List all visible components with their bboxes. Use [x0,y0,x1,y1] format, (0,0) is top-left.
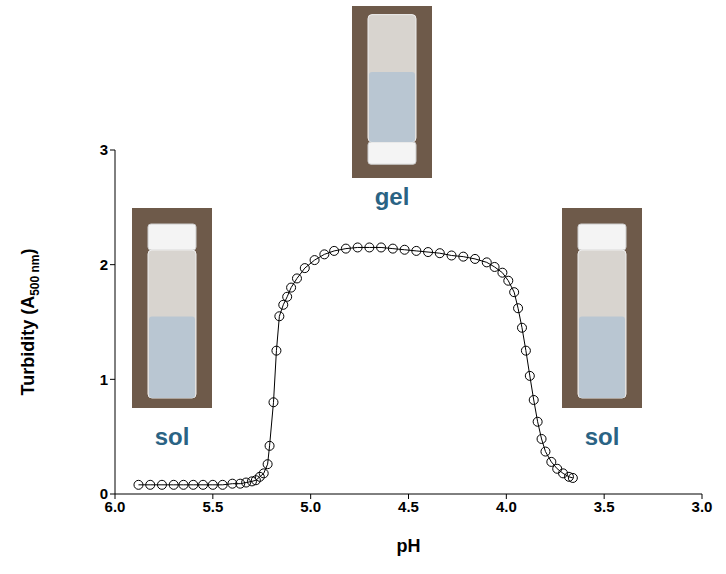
svg-text:4.0: 4.0 [496,498,517,515]
svg-text:sol: sol [155,423,190,450]
svg-text:4.5: 4.5 [398,498,419,515]
svg-text:3.5: 3.5 [594,498,615,515]
svg-text:gel: gel [375,183,410,210]
svg-text:5.0: 5.0 [300,498,321,515]
svg-text:5.5: 5.5 [202,498,223,515]
svg-text:2: 2 [100,256,108,273]
svg-text:sol: sol [585,423,620,450]
svg-text:3.0: 3.0 [692,498,713,515]
svg-text:pH: pH [397,536,421,556]
svg-text:6.0: 6.0 [104,497,126,515]
svg-text:0: 0 [100,485,108,502]
svg-text:1: 1 [100,371,108,388]
svg-text:3: 3 [100,141,108,158]
svg-text:Turbidity (A500 nm): Turbidity (A500 nm) [18,248,42,395]
